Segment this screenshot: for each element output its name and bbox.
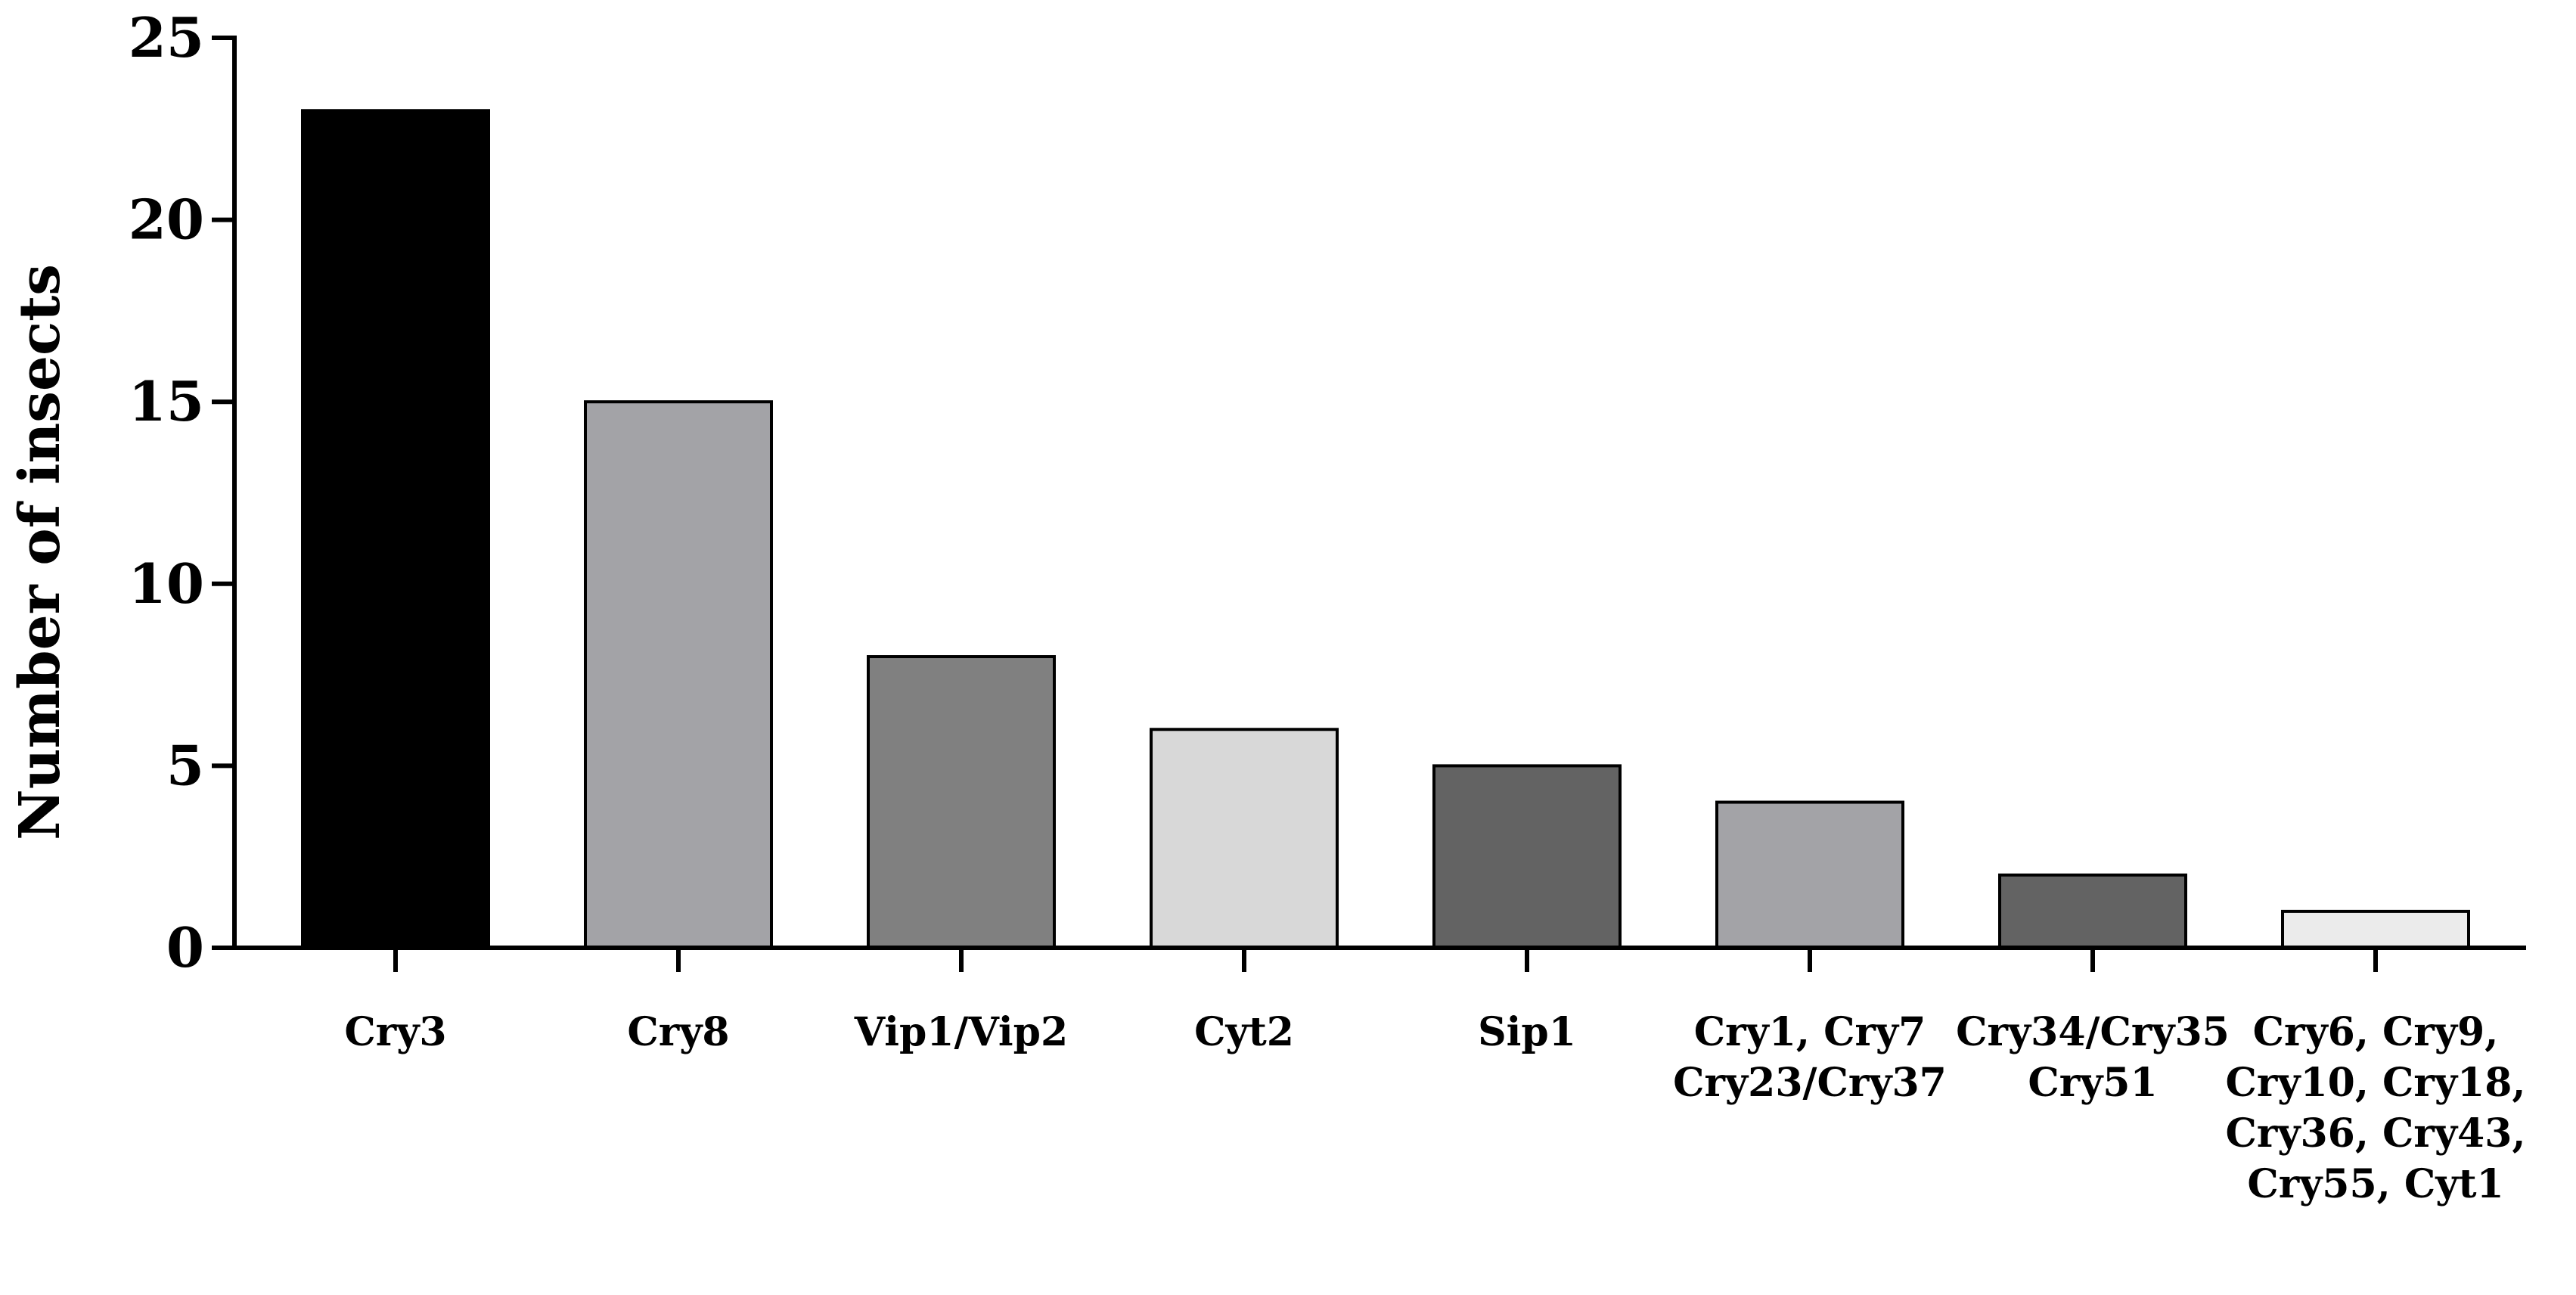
y-tick-label: 15	[129, 369, 204, 433]
x-tick-label: Vip1/Vip2	[854, 1009, 1068, 1055]
bar	[1150, 728, 1339, 950]
x-tick-label-line: Cry3	[344, 1009, 446, 1055]
bars-layer	[301, 109, 2470, 950]
x-tick-label: Cry34/Cry35 Cry51	[1956, 1009, 2230, 1106]
x-tick-label-line: Cry10, Cry18,	[2225, 1060, 2525, 1106]
x-tick-label-line: Cry8	[627, 1009, 729, 1055]
x-tick-label-line: Cry51	[2028, 1060, 2157, 1106]
x-tick-label: Sip1	[1478, 1009, 1576, 1055]
y-tick-label: 5	[166, 733, 204, 797]
x-tick-label-line: Sip1	[1478, 1009, 1576, 1055]
x-tick-label: Cyt2	[1194, 1009, 1294, 1055]
x-tick-label-line: Cry6, Cry9,	[2253, 1009, 2499, 1055]
x-tick-label: Cry1, Cry7 Cry23/Cry37	[1673, 1009, 1947, 1106]
y-tick-label: 20	[129, 188, 204, 252]
x-tick-label: Cry6, Cry9, Cry10, Cry18, Cry36, Cry43, Cry…	[2225, 1009, 2525, 1207]
bar	[584, 400, 773, 949]
axes-layer	[232, 36, 2526, 950]
y-ticks-layer: 0 5 10 15 20 25	[129, 5, 234, 980]
x-tick-label: Cry8	[627, 1009, 729, 1055]
x-tick-label-line: Cyt2	[1194, 1009, 1294, 1055]
x-tick-label-line: Cry1, Cry7	[1694, 1009, 1926, 1055]
x-tick-label-line: Cry34/Cry35	[1956, 1009, 2230, 1055]
bar	[1998, 873, 2187, 950]
y-tick-label: 25	[129, 5, 204, 70]
y-axis-title: Number of insects	[8, 264, 73, 840]
x-tick-label: Cry3	[344, 1009, 446, 1055]
x-tick-label-line: Cry23/Cry37	[1673, 1060, 1947, 1106]
y-tick-label: 0	[166, 915, 204, 980]
bar	[1715, 800, 1904, 950]
y-tick-label: 10	[129, 551, 204, 616]
bar	[301, 109, 490, 950]
bar	[2281, 909, 2470, 950]
x-tick-label-line: Vip1/Vip2	[854, 1009, 1068, 1055]
x-tick-label-line: Cry36, Cry43,	[2225, 1110, 2525, 1157]
bar	[1432, 764, 1622, 950]
x-tick-label-line: Cry55, Cyt1	[2247, 1161, 2503, 1207]
bar	[867, 655, 1056, 949]
x-ticks-layer: Cry3 Cry8 Vip1/Vip2 Cyt2 Sip1 Cry1, Cry7 Cry23…	[344, 948, 2526, 1207]
